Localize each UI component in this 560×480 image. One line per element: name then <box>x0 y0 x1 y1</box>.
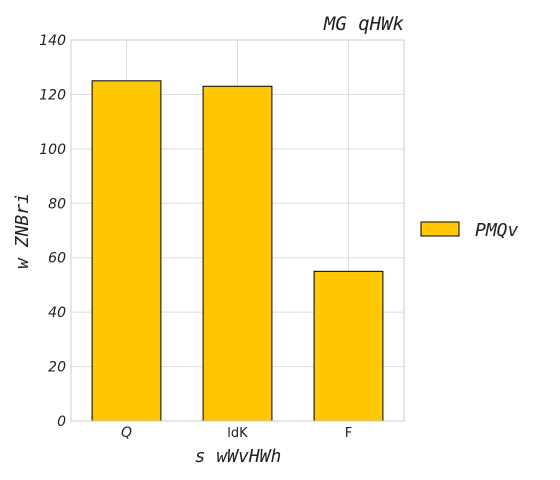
x-tick-label: F <box>345 426 352 441</box>
bars <box>91 80 384 422</box>
y-tick-label: 120 <box>39 87 66 103</box>
legend-swatch <box>420 221 460 237</box>
y-tick-label: 140 <box>39 33 66 49</box>
y-tick-label: 20 <box>48 360 66 376</box>
x-axis-title: s wWvHWh <box>195 446 282 467</box>
y-tick-label: 100 <box>39 142 66 158</box>
legend-label: PMQv <box>475 220 519 241</box>
y-tick-label: 40 <box>48 305 66 321</box>
x-tick-label: ldK <box>227 426 248 441</box>
y-axis-title: w ZNBri <box>12 193 33 269</box>
plot-area-frame <box>70 39 405 422</box>
bar-ldk <box>202 85 273 422</box>
x-tick-label: Q <box>121 425 132 441</box>
bar-q <box>91 80 162 422</box>
y-axis-ticks: 0 20 40 60 80 100 120 140 <box>39 33 66 430</box>
chart-title: MG qHWk <box>323 13 405 35</box>
y-tick-label: 80 <box>48 196 66 212</box>
y-tick-label: 60 <box>48 251 66 267</box>
bar-f <box>313 270 384 422</box>
y-tick-label: 0 <box>57 414 66 430</box>
legend: PMQv <box>420 220 519 241</box>
